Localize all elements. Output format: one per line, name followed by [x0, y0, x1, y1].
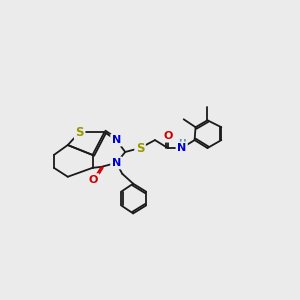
Text: N: N [177, 143, 186, 153]
Text: N: N [112, 135, 121, 145]
Text: O: O [89, 175, 98, 185]
Text: S: S [75, 126, 84, 139]
Text: S: S [136, 142, 144, 154]
Text: O: O [163, 131, 172, 141]
Text: H: H [178, 139, 185, 148]
Text: N: N [112, 158, 121, 168]
